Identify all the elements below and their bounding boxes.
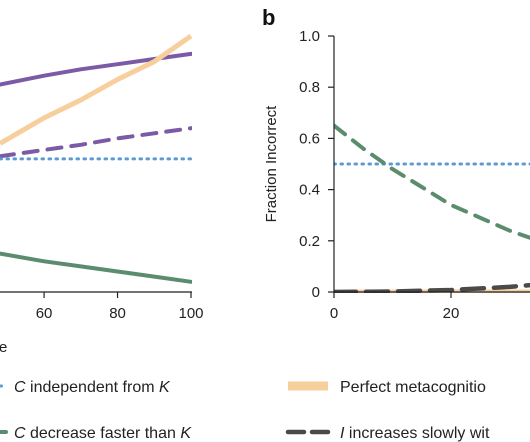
panel-a-x-tick-label: 60 (36, 305, 53, 322)
panel-b-y-tick-label: 0.8 (299, 79, 320, 96)
panel-b-chart: b Fraction Incorrect 0 0.2 0.4 0.6 0.8 1.0 0 2… (262, 5, 530, 322)
legend-label-dashed-dark: I increases slowly wit (340, 425, 490, 442)
panel-b-letter: b (262, 5, 275, 30)
legend-label-solid-green: C decrease faster than K (14, 425, 192, 442)
panel-a-series-solid-peach (0, 33, 192, 146)
panel-b-y-axis-label: Fraction Incorrect (263, 105, 280, 223)
legend-label-dotted-blue: C independent from K (14, 379, 171, 396)
panel-a-series-solid-green (0, 251, 192, 284)
panel-b-y-tick-label: 0.6 (299, 130, 320, 147)
panel-b-series-dashed-dark (334, 282, 530, 293)
panel-a-series-dashed-purple (0, 126, 192, 159)
panel-a-x-tick-label: 100 (178, 305, 203, 322)
panel-b-y-tick-label: 0.2 (299, 233, 320, 250)
panel-b-y-tick-label: 1.0 (299, 28, 320, 45)
panel-b-y-tick-label: 0 (312, 284, 320, 301)
panel-b-x-tick-label: 0 (330, 305, 338, 322)
panel-b-series-dashed-green (334, 123, 530, 240)
panel-a-chart: 60 80 100 e (0, 33, 204, 356)
panel-b-x-tick-label: 20 (443, 305, 460, 322)
panel-b-y-tick-label: 0.4 (299, 182, 320, 199)
panel-a-x-tick-label: 80 (109, 305, 126, 322)
panel-a-x-axis-label: e (0, 339, 7, 356)
legend: C independent from K C decrease faster th… (0, 379, 490, 442)
legend-label-solid-peach: Perfect metacognitio (340, 379, 486, 396)
